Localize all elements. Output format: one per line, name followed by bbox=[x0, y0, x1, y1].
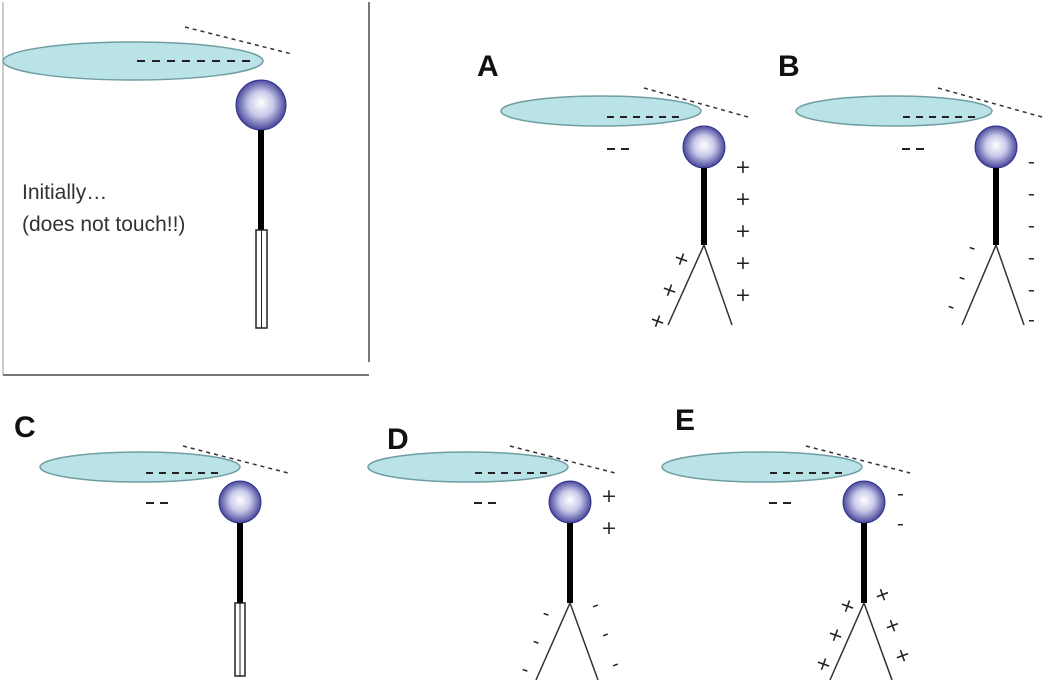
electroscope-ball bbox=[548, 480, 592, 524]
leaf-right bbox=[995, 244, 1025, 326]
charge-right: - bbox=[608, 653, 622, 676]
panel-label-b: B bbox=[778, 50, 800, 83]
electroscope-stem bbox=[237, 523, 243, 603]
panel-e: E - - + + + + + + bbox=[661, 404, 914, 681]
caption-line-2: (does not touch!!) bbox=[22, 213, 185, 236]
charge-left: - bbox=[539, 602, 553, 625]
charged-rod bbox=[500, 95, 702, 127]
charge-left: - bbox=[518, 658, 532, 681]
charge-left: - bbox=[529, 630, 543, 653]
rod-tip-dashes bbox=[805, 445, 911, 474]
panel-b: B - - - - - - - - - bbox=[778, 50, 1043, 331]
charge-left: + bbox=[646, 308, 668, 334]
charge-right: + bbox=[735, 252, 751, 274]
charge-left: - bbox=[944, 295, 958, 318]
charged-rod bbox=[2, 41, 264, 81]
electroscope-stem bbox=[567, 523, 573, 603]
charged-rod bbox=[39, 451, 241, 483]
charge-ball: - bbox=[897, 483, 904, 505]
panel-c: C bbox=[14, 411, 289, 677]
electroscope-stem bbox=[701, 168, 707, 245]
electroscope-ball bbox=[974, 125, 1018, 169]
charge-right: - bbox=[1028, 183, 1035, 205]
charge-right: - bbox=[1028, 151, 1035, 173]
leaf-right bbox=[569, 602, 599, 681]
leaf-left bbox=[961, 244, 997, 326]
panel-a: A + + + + + + + + bbox=[477, 50, 751, 334]
charge-left: - bbox=[955, 266, 969, 289]
rod-tip-dashes bbox=[182, 445, 289, 474]
charge-left: - bbox=[965, 236, 979, 259]
rod-tip-dashes bbox=[184, 26, 293, 55]
electroscope-ball bbox=[842, 480, 886, 524]
electroscope-stem bbox=[258, 130, 264, 230]
charge-left: + bbox=[812, 651, 834, 677]
charge-right: - bbox=[1028, 279, 1035, 301]
panel-d: D + + - - - - - - bbox=[367, 423, 622, 681]
electroscope-ball bbox=[235, 79, 287, 131]
charged-rod bbox=[795, 95, 993, 127]
electroscope-stem bbox=[993, 168, 999, 245]
rod-tip-dashes bbox=[509, 445, 616, 474]
charge-left: + bbox=[658, 277, 680, 303]
charge-ball: - bbox=[897, 513, 904, 535]
charged-rod bbox=[367, 451, 569, 483]
charge-left: + bbox=[824, 622, 846, 648]
charge-right: + bbox=[735, 188, 751, 210]
electroscope-ball bbox=[218, 480, 262, 524]
charge-right: + bbox=[871, 582, 893, 608]
caption-line-1: Initially… bbox=[22, 181, 107, 204]
charge-right: - bbox=[588, 594, 602, 617]
leaf-right bbox=[863, 602, 893, 681]
charge-right: - bbox=[1028, 247, 1035, 269]
charge-ball: + bbox=[601, 485, 617, 507]
charge-right: + bbox=[881, 613, 903, 639]
charge-right: - bbox=[598, 623, 612, 646]
electroscope-ball bbox=[682, 125, 726, 169]
panel-label-a: A bbox=[477, 50, 499, 83]
charge-right: + bbox=[735, 284, 751, 306]
panel-label-e: E bbox=[675, 404, 695, 437]
leaf-left bbox=[829, 602, 865, 681]
rod-tip-dashes bbox=[937, 87, 1043, 118]
charge-left: + bbox=[670, 246, 692, 272]
panel-label-c: C bbox=[14, 411, 36, 444]
panel-initial: Initially… (does not touch!!) bbox=[2, 26, 293, 329]
charge-right: - bbox=[1028, 309, 1035, 331]
electroscope-stem bbox=[861, 523, 867, 603]
rod-tip-dashes bbox=[643, 87, 749, 118]
charge-left: + bbox=[836, 593, 858, 619]
charge-right: + bbox=[735, 220, 751, 242]
panel-label-d: D bbox=[387, 423, 409, 456]
charged-rod bbox=[661, 451, 863, 483]
charge-right: + bbox=[891, 643, 913, 669]
leaf-left bbox=[667, 244, 705, 326]
charge-ball: + bbox=[601, 517, 617, 539]
charge-right: + bbox=[735, 156, 751, 178]
leaf-left bbox=[535, 602, 571, 681]
leaf-right bbox=[703, 244, 733, 326]
charge-right: - bbox=[1028, 215, 1035, 237]
